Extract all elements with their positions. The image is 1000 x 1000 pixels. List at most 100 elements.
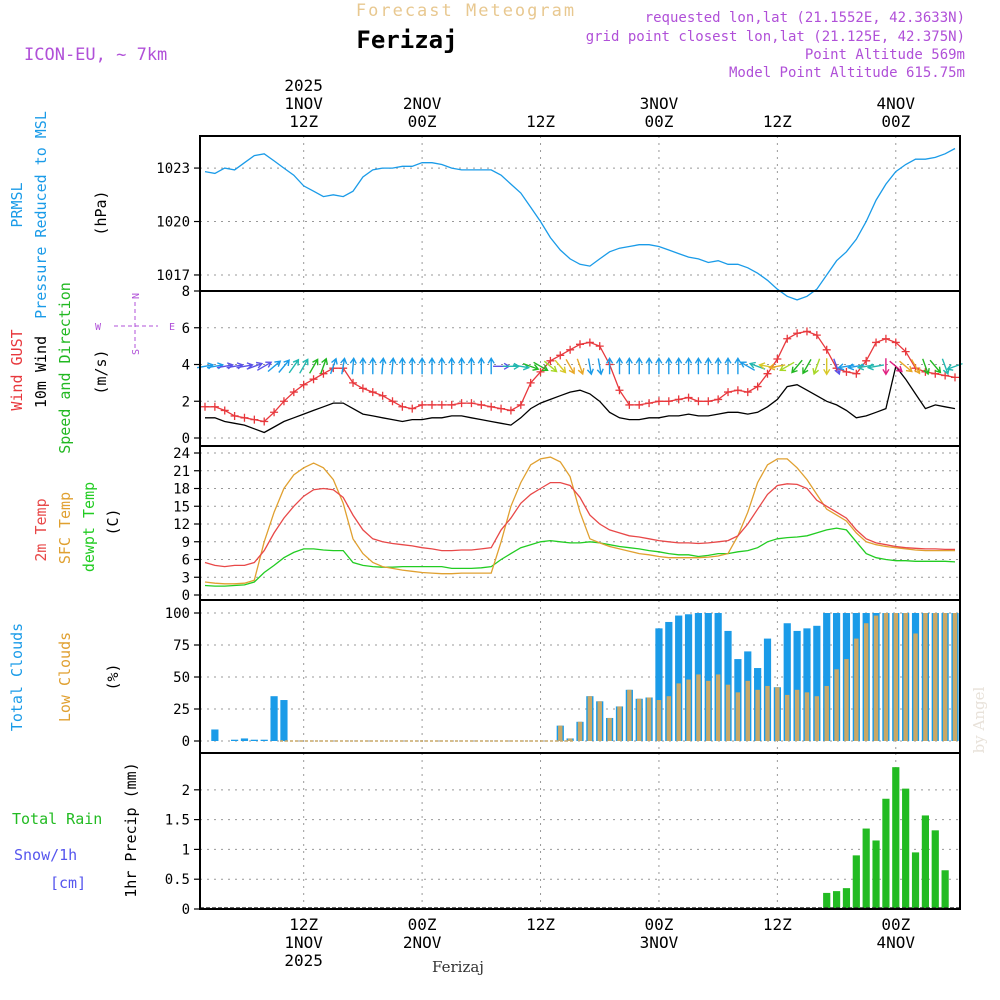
ytick-label: 4 bbox=[182, 358, 190, 374]
total-cloud-bar bbox=[231, 739, 239, 741]
total-cloud-bar bbox=[280, 700, 288, 741]
gust-marker bbox=[309, 375, 318, 384]
wind-direction-arrow bbox=[554, 359, 567, 374]
wind-direction-arrow bbox=[457, 356, 466, 375]
meteogram-title: Forecast Meteogram bbox=[356, 1, 576, 21]
ytick-label: 1023 bbox=[156, 161, 190, 177]
gust-marker bbox=[674, 395, 683, 404]
ytick-label: 25 bbox=[173, 702, 190, 718]
total-cloud-bar bbox=[211, 729, 219, 741]
ytick-label: 2 bbox=[182, 394, 190, 410]
gust-marker bbox=[427, 400, 436, 409]
wind-direction-arrow bbox=[586, 358, 594, 376]
rain-bar bbox=[882, 798, 890, 909]
wind-direction-arrow bbox=[922, 358, 930, 376]
low-cloud-bar bbox=[686, 679, 691, 741]
wind-direction-arrow bbox=[929, 359, 942, 374]
total-cloud-bar bbox=[793, 630, 801, 741]
gust-marker bbox=[822, 345, 831, 354]
ytick-label: 0 bbox=[182, 734, 190, 750]
xtick-label-top: 12Z bbox=[763, 112, 792, 131]
low-cloud-bar bbox=[706, 680, 711, 741]
gust-marker bbox=[457, 399, 466, 408]
wind-direction-arrow bbox=[543, 360, 558, 373]
gust-marker bbox=[881, 334, 890, 343]
wind-direction-arrow bbox=[522, 362, 540, 371]
low-cloud-bar bbox=[873, 615, 879, 741]
low-cloud-bar bbox=[558, 725, 563, 741]
ytick-label: 100 bbox=[165, 606, 190, 622]
total-cloud-bar bbox=[675, 615, 683, 741]
ytick-label: 15 bbox=[173, 499, 190, 515]
gust-marker bbox=[664, 397, 673, 406]
gust-marker bbox=[654, 397, 663, 406]
wind-direction-arrow bbox=[704, 356, 712, 375]
wind-direction-arrow bbox=[734, 356, 742, 375]
ytick-label: 18 bbox=[173, 482, 190, 498]
gust-marker bbox=[536, 367, 545, 376]
low-cloud-bar bbox=[607, 717, 612, 741]
low-cloud-bar bbox=[617, 706, 622, 741]
ytick-label: 9 bbox=[182, 535, 190, 551]
low-cloud-bar bbox=[942, 613, 948, 741]
label-layer: 1017102010230246803691215182124025507510… bbox=[156, 76, 915, 970]
wind-direction-arrow bbox=[802, 359, 812, 375]
low-cloud-bar bbox=[755, 689, 760, 741]
xtick-label-top: 2NOV bbox=[403, 94, 442, 113]
gust-marker bbox=[408, 404, 417, 413]
low-cloud-bar bbox=[903, 613, 908, 741]
pressure-ylabel: PRMSL Pressure Reduced to MSL (hPa) bbox=[8, 111, 110, 319]
low-cloud-bar bbox=[696, 674, 701, 741]
wind-direction-arrow bbox=[684, 356, 693, 375]
wind-ylabel-10m: 10m Wind bbox=[32, 336, 50, 408]
ytick-label: 12 bbox=[173, 517, 190, 533]
wind-ylabel: Wind GUST 10m Wind Speed and Direction (… bbox=[8, 282, 110, 454]
rain-bar bbox=[862, 828, 870, 909]
gust-marker bbox=[220, 406, 229, 415]
ytick-label: 21 bbox=[173, 464, 190, 480]
low-cloud-bar bbox=[765, 685, 770, 741]
total-cloud-bar bbox=[823, 613, 831, 741]
gust-marker bbox=[763, 369, 772, 378]
wind-direction-arrow bbox=[779, 361, 795, 372]
model-name: ICON-EU, ~ 7km bbox=[24, 45, 167, 65]
gust-marker bbox=[230, 411, 239, 420]
gust-marker bbox=[714, 395, 723, 404]
temp-ylabel-dew: dewpt Temp bbox=[80, 482, 98, 572]
wind-unit: (m/s) bbox=[92, 349, 110, 394]
total-cloud-bar bbox=[704, 613, 712, 741]
panel-frame bbox=[199, 752, 961, 910]
ytick-label: 1 bbox=[182, 842, 190, 858]
gust-marker bbox=[279, 397, 288, 406]
wind-direction-arrow bbox=[635, 356, 643, 375]
total-cloud-bar bbox=[250, 739, 258, 741]
gust-marker bbox=[704, 397, 713, 406]
total-cloud-bar bbox=[803, 628, 811, 741]
gust-marker bbox=[724, 388, 733, 397]
wind-direction-arrow bbox=[349, 357, 357, 375]
total-cloud-bar bbox=[655, 628, 663, 741]
wind-direction-arrow bbox=[448, 356, 456, 375]
rain-bar bbox=[892, 767, 900, 909]
low-cloud-bar bbox=[637, 698, 642, 741]
low-cloud-bar bbox=[952, 613, 958, 741]
low-cloud-bar bbox=[824, 685, 829, 741]
grid-layer bbox=[200, 136, 960, 910]
gust-marker bbox=[625, 400, 634, 409]
cloud-ylabel-low: Low Clouds bbox=[56, 632, 74, 722]
gust-marker bbox=[437, 400, 446, 409]
gust-marker bbox=[477, 400, 486, 409]
wind-direction-arrow bbox=[833, 358, 842, 376]
wind-direction-arrow bbox=[565, 359, 575, 375]
wind-direction-arrow bbox=[438, 356, 446, 375]
gust-marker bbox=[447, 400, 456, 409]
low-cloud-bar bbox=[775, 687, 780, 741]
low-cloud-bar bbox=[567, 738, 573, 741]
temp-2m-line bbox=[204, 481, 955, 568]
wind-direction-arrow bbox=[477, 356, 485, 375]
footer-location: Ferizaj bbox=[432, 958, 484, 976]
wind-direction-arrow bbox=[655, 356, 663, 375]
wind-direction-arrow bbox=[389, 357, 397, 375]
xtick-label-top: 00Z bbox=[644, 112, 673, 131]
